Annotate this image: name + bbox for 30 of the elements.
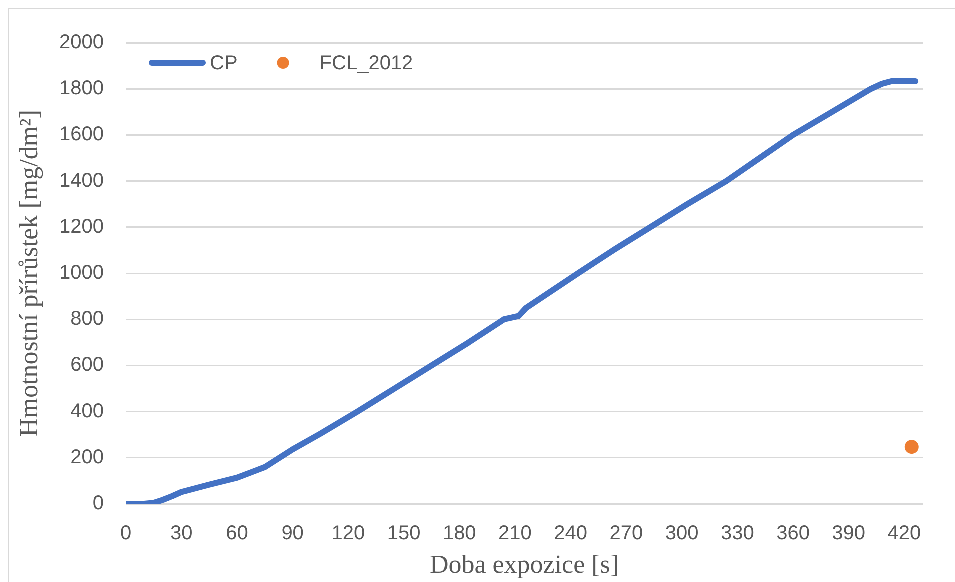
- y-tick-label: 1600: [60, 124, 104, 146]
- x-tick-label: 330: [720, 522, 754, 545]
- x-tick-label: 0: [120, 522, 132, 545]
- x-tick-label: 150: [387, 522, 421, 545]
- y-axis-title: Hmotnostní přírůstek [mg/dm²]: [14, 110, 44, 437]
- x-axis-title: Doba expozice [s]: [430, 550, 620, 580]
- y-tick-label: 1800: [60, 78, 104, 100]
- y-tick-label: 200: [70, 446, 104, 468]
- legend-label: CP: [210, 52, 238, 75]
- x-tick-label: 420: [888, 522, 922, 545]
- y-tick-label: 400: [70, 400, 104, 422]
- y-tick-label: 1200: [60, 216, 104, 238]
- x-tick-label: 210: [498, 522, 532, 545]
- x-tick-label: 60: [226, 522, 248, 545]
- y-tick-label: 1000: [60, 262, 104, 284]
- x-tick-label: 300: [665, 522, 699, 545]
- x-tick-label: 30: [170, 522, 193, 545]
- legend-label: FCL_2012: [320, 52, 414, 75]
- x-tick-label: 240: [554, 522, 588, 545]
- y-tick-label: 1400: [60, 170, 104, 192]
- x-tick-label: 390: [832, 522, 866, 545]
- x-tick-label: 120: [332, 522, 366, 545]
- y-tick-label: 600: [70, 354, 104, 376]
- x-tick-label: 270: [610, 522, 644, 545]
- y-tick-label: 0: [92, 492, 104, 515]
- y-tick-label: 800: [70, 308, 104, 330]
- x-tick-label: 180: [442, 522, 476, 545]
- y-tick-label: 2000: [60, 32, 104, 54]
- x-tick-label: 90: [282, 522, 304, 545]
- x-tick-label: 360: [776, 522, 810, 545]
